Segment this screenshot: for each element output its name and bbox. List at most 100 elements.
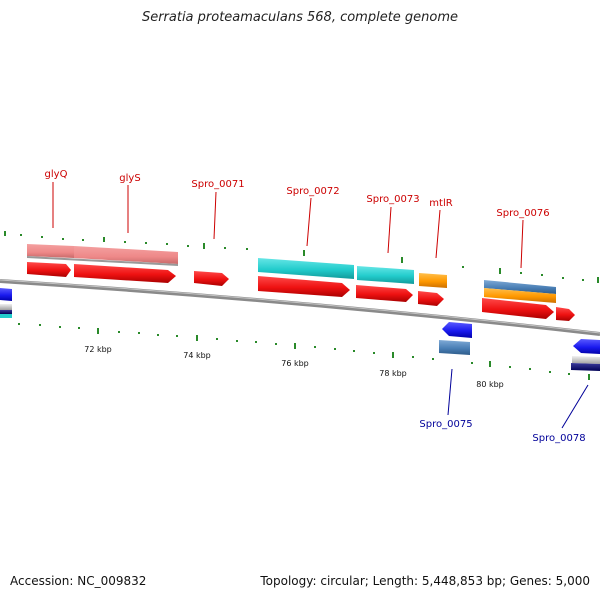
- tick: [176, 335, 178, 337]
- tick: [224, 247, 226, 249]
- gene-label-Spro_0076[interactable]: Spro_0076: [496, 208, 549, 219]
- tick: [216, 338, 218, 340]
- leader-Spro_0075: [447, 368, 453, 416]
- label-leaders-bottom: [447, 368, 589, 429]
- tick: [529, 368, 531, 370]
- tick: [562, 277, 564, 279]
- cds-arrow-Spro_0073[interactable]: [356, 285, 413, 302]
- map-title: Serratia proteamaculans 568, complete ge…: [141, 10, 459, 25]
- cds-arrow-Spro_0072[interactable]: [258, 276, 350, 297]
- gene-bar-mtlR[interactable]: [419, 273, 447, 288]
- gene-bar-left-edge-grey: [0, 304, 12, 310]
- tick: [373, 352, 375, 354]
- tick: [124, 241, 126, 243]
- cds-arrow-Spro_0075[interactable]: [442, 322, 472, 338]
- tick: [462, 266, 464, 268]
- tick: [59, 326, 61, 328]
- tick: [166, 243, 168, 245]
- gene-label-glyS[interactable]: glyS: [119, 173, 140, 184]
- scale-label-80kbp: 80 kbp: [476, 380, 504, 389]
- tick: [588, 374, 590, 380]
- tick: [187, 245, 189, 247]
- gene-bar-Spro_0075[interactable]: [439, 340, 470, 355]
- gene-bar-left-edge-navy: [0, 310, 12, 314]
- genome-backbone: [0, 279, 600, 336]
- tick: [499, 268, 501, 274]
- tick: [597, 277, 599, 283]
- tick: [314, 346, 316, 348]
- cds-arrow-glyQ[interactable]: [27, 262, 71, 277]
- leader-Spro_0078: [561, 384, 589, 429]
- scale-label-74kbp: 74 kbp: [183, 351, 211, 360]
- tick: [275, 343, 277, 345]
- tick: [157, 334, 159, 336]
- gene-bar-Spro_0078-grey[interactable]: [572, 356, 600, 364]
- tick: [568, 373, 570, 375]
- tick: [294, 343, 296, 349]
- tick: [138, 332, 140, 334]
- tick: [549, 371, 551, 373]
- gene-bar-left-edge-cyan: [0, 314, 12, 318]
- cds-arrow-Spro_0076[interactable]: [482, 298, 554, 319]
- gene-bar-Spro_0073[interactable]: [357, 266, 414, 284]
- leader-mtlR: [435, 209, 441, 259]
- tick: [103, 237, 105, 242]
- cds-arrow-Spro_0077[interactable]: [556, 307, 575, 321]
- cds-arrow-glyS[interactable]: [74, 264, 176, 283]
- gene-bar-Spro_0078-navy[interactable]: [571, 363, 600, 371]
- cds-arrow-mtlR[interactable]: [418, 291, 444, 306]
- tick: [97, 328, 99, 334]
- gene-bar-Spro_0076[interactable]: [484, 280, 556, 294]
- scale-label-78kbp: 78 kbp: [379, 369, 407, 378]
- tick-row-upper: [4, 231, 599, 283]
- gene-label-mtlR[interactable]: mtlR: [429, 198, 452, 209]
- genome-backbone-highlight: [0, 279, 600, 334]
- tick: [82, 239, 84, 241]
- tick: [509, 366, 511, 368]
- gene-bar-glyQ-shadow: [27, 256, 178, 266]
- tick: [520, 272, 522, 274]
- gene-bar-Spro_0076-orange[interactable]: [484, 288, 556, 303]
- tick: [353, 350, 355, 352]
- gene-bar-Spro_0072[interactable]: [258, 258, 354, 279]
- tick-row-lower: [18, 323, 590, 380]
- scale-label-76kbp: 76 kbp: [281, 359, 309, 368]
- gene-features-forward: [27, 244, 556, 303]
- gene-bar-glyS[interactable]: [74, 246, 178, 264]
- tick: [145, 242, 147, 244]
- gene-label-Spro_0078[interactable]: Spro_0078: [532, 433, 585, 444]
- cds-arrows-forward: [27, 262, 575, 321]
- tick: [255, 341, 257, 343]
- gene-label-Spro_0072[interactable]: Spro_0072: [286, 186, 339, 197]
- accession-text: Accession: NC_009832: [10, 574, 147, 588]
- tick: [432, 358, 434, 360]
- cds-arrow-Spro_0078[interactable]: [573, 339, 600, 354]
- gene-bar-glyQ[interactable]: [27, 244, 74, 258]
- tick: [62, 238, 64, 240]
- cds-arrow-left-edge[interactable]: [0, 288, 12, 301]
- tick: [471, 362, 473, 364]
- tick: [78, 327, 80, 329]
- leader-Spro_0071: [213, 191, 217, 240]
- gene-label-Spro_0075[interactable]: Spro_0075: [419, 419, 472, 430]
- tick: [392, 352, 394, 358]
- topology-text: Topology: circular; Length: 5,448,853 bp…: [260, 574, 590, 588]
- tick: [118, 331, 120, 333]
- tick: [334, 348, 336, 350]
- gene-label-Spro_0071[interactable]: Spro_0071: [191, 179, 244, 190]
- gene-label-Spro_0073[interactable]: Spro_0073: [366, 194, 419, 205]
- leader-Spro_0073: [387, 206, 392, 254]
- gene-label-glyQ[interactable]: glyQ: [45, 169, 68, 180]
- tick: [582, 279, 584, 281]
- tick: [20, 234, 22, 236]
- tick: [4, 231, 6, 236]
- cds-arrow-Spro_0071[interactable]: [194, 271, 229, 286]
- tick: [203, 243, 205, 249]
- tick: [489, 361, 491, 367]
- tick: [303, 250, 305, 256]
- tick: [401, 257, 403, 263]
- tick: [39, 324, 41, 326]
- tick: [246, 248, 248, 250]
- tick: [41, 236, 43, 238]
